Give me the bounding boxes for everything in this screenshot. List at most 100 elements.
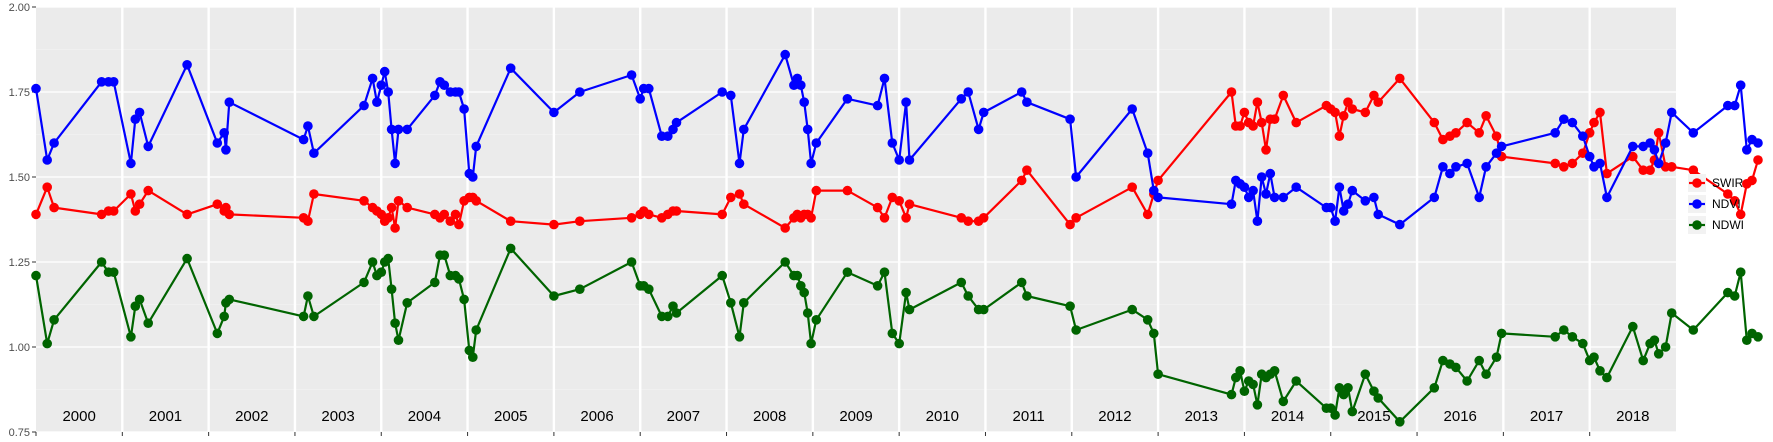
data-point <box>386 284 397 295</box>
data-point <box>303 216 313 226</box>
data-point <box>445 216 456 226</box>
data-point <box>811 138 822 148</box>
year-label: 2000 <box>62 408 95 425</box>
data-point <box>108 206 119 216</box>
data-point <box>1550 332 1560 342</box>
data-point <box>471 196 482 206</box>
data-point <box>31 270 41 281</box>
data-point <box>1016 277 1027 288</box>
data-point <box>887 328 898 339</box>
data-point <box>1451 362 1461 373</box>
data-point <box>1278 192 1289 203</box>
data-point <box>978 304 989 315</box>
data-point <box>1666 162 1677 172</box>
data-point <box>1462 158 1472 169</box>
data-point <box>1474 355 1484 366</box>
data-point <box>372 97 382 107</box>
data-point <box>734 189 745 199</box>
data-point <box>726 90 736 101</box>
data-point <box>402 124 413 135</box>
data-point <box>1071 172 1081 182</box>
data-point <box>978 213 989 223</box>
data-point <box>894 155 904 165</box>
data-point <box>31 209 41 220</box>
data-point <box>298 311 309 322</box>
data-point <box>376 80 387 90</box>
data-point <box>1474 128 1484 138</box>
data-point <box>1153 369 1163 380</box>
data-point <box>1291 376 1301 386</box>
data-point <box>1729 291 1740 301</box>
data-point <box>1429 383 1440 393</box>
data-point <box>1688 325 1699 335</box>
data-point <box>1347 406 1358 417</box>
data-point <box>717 270 727 281</box>
legend-key-point <box>1692 178 1702 188</box>
data-point <box>1022 97 1032 107</box>
data-point <box>1742 145 1752 155</box>
series-swir <box>31 73 1763 233</box>
data-point <box>739 199 749 209</box>
data-point <box>224 97 235 107</box>
data-point <box>1065 301 1075 312</box>
data-point <box>1127 104 1137 114</box>
data-point <box>842 185 853 196</box>
data-point <box>1628 321 1638 332</box>
data-point <box>143 141 153 152</box>
data-point <box>1235 366 1245 376</box>
data-point <box>1595 158 1605 169</box>
data-point <box>978 107 989 118</box>
data-point <box>901 213 911 223</box>
data-point <box>894 196 904 206</box>
data-point <box>1142 148 1153 158</box>
year-label: 2015 <box>1357 408 1390 425</box>
data-point <box>1462 376 1472 386</box>
data-point <box>1252 97 1263 107</box>
data-point <box>1142 315 1153 325</box>
data-point <box>842 94 853 104</box>
data-point <box>1645 165 1655 175</box>
data-point <box>390 223 400 233</box>
data-point <box>1688 165 1699 175</box>
data-point <box>108 267 119 278</box>
data-point <box>1567 332 1578 342</box>
data-point <box>626 70 637 80</box>
data-point <box>799 97 809 107</box>
data-point <box>219 128 229 138</box>
data-point <box>386 124 397 135</box>
data-point <box>367 73 378 84</box>
data-point <box>575 216 585 226</box>
year-label: 2014 <box>1271 408 1304 425</box>
data-point <box>42 155 52 165</box>
data-point <box>1481 162 1491 172</box>
year-label: 2008 <box>753 408 786 425</box>
data-point <box>799 287 809 298</box>
year-label: 2005 <box>494 408 527 425</box>
series-ndwi <box>31 243 1763 427</box>
data-point <box>1338 111 1349 121</box>
legend-item: SWIR <box>1688 174 1744 192</box>
data-point <box>182 209 192 220</box>
year-label: 2002 <box>235 408 268 425</box>
data-point <box>1239 386 1250 397</box>
data-point <box>1226 389 1237 400</box>
data-point <box>430 277 440 288</box>
legend-label: NDWI <box>1712 218 1744 232</box>
data-point <box>468 352 478 363</box>
data-point <box>1589 352 1599 363</box>
data-point <box>221 145 231 155</box>
data-point <box>796 80 806 90</box>
data-point <box>1638 355 1648 366</box>
year-label: 2001 <box>149 408 182 425</box>
data-point <box>635 94 645 104</box>
data-point <box>780 257 790 267</box>
data-point <box>1429 192 1440 203</box>
data-point <box>717 87 727 97</box>
data-point <box>549 291 559 301</box>
data-point <box>126 189 136 199</box>
data-point <box>1325 403 1336 414</box>
data-point <box>549 107 559 118</box>
data-point <box>303 291 313 301</box>
x-axis <box>35 432 1591 436</box>
data-point <box>1595 366 1605 376</box>
